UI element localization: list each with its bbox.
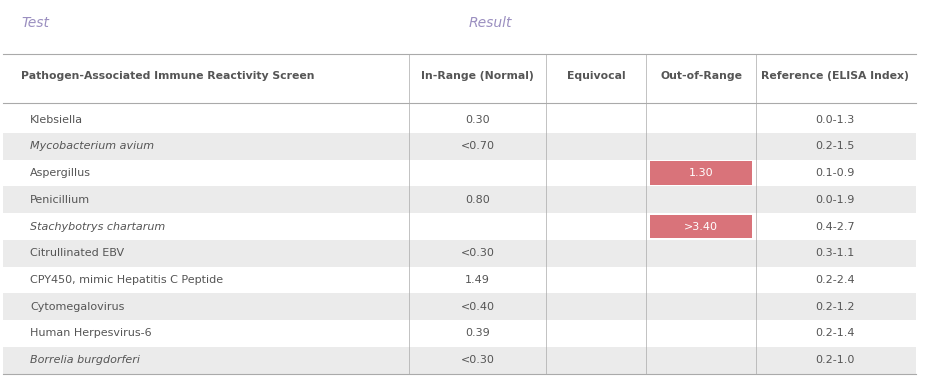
Bar bbox=[3, 293, 915, 320]
Text: Mycobacterium avium: Mycobacterium avium bbox=[30, 141, 154, 151]
Text: 0.0-1.9: 0.0-1.9 bbox=[815, 195, 854, 205]
Bar bbox=[3, 240, 915, 267]
Text: 0.80: 0.80 bbox=[465, 195, 489, 205]
Bar bbox=[3, 133, 915, 160]
Text: <0.30: <0.30 bbox=[460, 248, 494, 258]
Text: Human Herpesvirus-6: Human Herpesvirus-6 bbox=[30, 329, 151, 338]
Text: 0.2-2.4: 0.2-2.4 bbox=[815, 275, 854, 285]
Text: Borrelia burgdorferi: Borrelia burgdorferi bbox=[30, 355, 140, 365]
Text: Out-of-Range: Out-of-Range bbox=[660, 71, 741, 81]
Text: 0.2-1.0: 0.2-1.0 bbox=[815, 355, 854, 365]
Text: 0.2-1.2: 0.2-1.2 bbox=[815, 302, 854, 312]
Text: >3.40: >3.40 bbox=[683, 222, 717, 231]
Text: Aspergillus: Aspergillus bbox=[30, 168, 91, 178]
Bar bbox=[650, 161, 752, 185]
Text: Citrullinated EBV: Citrullinated EBV bbox=[30, 248, 124, 258]
Text: Penicillium: Penicillium bbox=[30, 195, 90, 205]
Text: 1.49: 1.49 bbox=[465, 275, 489, 285]
Text: Pathogen-Associated Immune Reactivity Screen: Pathogen-Associated Immune Reactivity Sc… bbox=[21, 71, 315, 81]
Text: CPY450, mimic Hepatitis C Peptide: CPY450, mimic Hepatitis C Peptide bbox=[30, 275, 223, 285]
Text: 0.3-1.1: 0.3-1.1 bbox=[815, 248, 854, 258]
Text: 0.39: 0.39 bbox=[465, 329, 489, 338]
Bar bbox=[650, 215, 752, 238]
Text: <0.70: <0.70 bbox=[460, 141, 494, 151]
Text: Equivocal: Equivocal bbox=[566, 71, 625, 81]
Text: In-Range (Normal): In-Range (Normal) bbox=[420, 71, 534, 81]
Text: 0.2-1.5: 0.2-1.5 bbox=[815, 141, 854, 151]
Text: Result: Result bbox=[468, 16, 511, 30]
Text: 0.2-1.4: 0.2-1.4 bbox=[815, 329, 854, 338]
Text: <0.40: <0.40 bbox=[460, 302, 494, 312]
Text: 0.30: 0.30 bbox=[465, 115, 489, 125]
Text: 1.30: 1.30 bbox=[688, 168, 713, 178]
Text: 0.4-2.7: 0.4-2.7 bbox=[815, 222, 854, 231]
Text: <0.30: <0.30 bbox=[460, 355, 494, 365]
Text: Cytomegalovirus: Cytomegalovirus bbox=[30, 302, 124, 312]
Text: Reference (ELISA Index): Reference (ELISA Index) bbox=[761, 71, 909, 81]
Text: 0.1-0.9: 0.1-0.9 bbox=[815, 168, 854, 178]
Text: Stachybotrys chartarum: Stachybotrys chartarum bbox=[30, 222, 165, 231]
Text: 0.0-1.3: 0.0-1.3 bbox=[815, 115, 854, 125]
Text: Klebsiella: Klebsiella bbox=[30, 115, 84, 125]
Text: Test: Test bbox=[21, 16, 49, 30]
Bar bbox=[3, 347, 915, 374]
Bar bbox=[3, 186, 915, 213]
